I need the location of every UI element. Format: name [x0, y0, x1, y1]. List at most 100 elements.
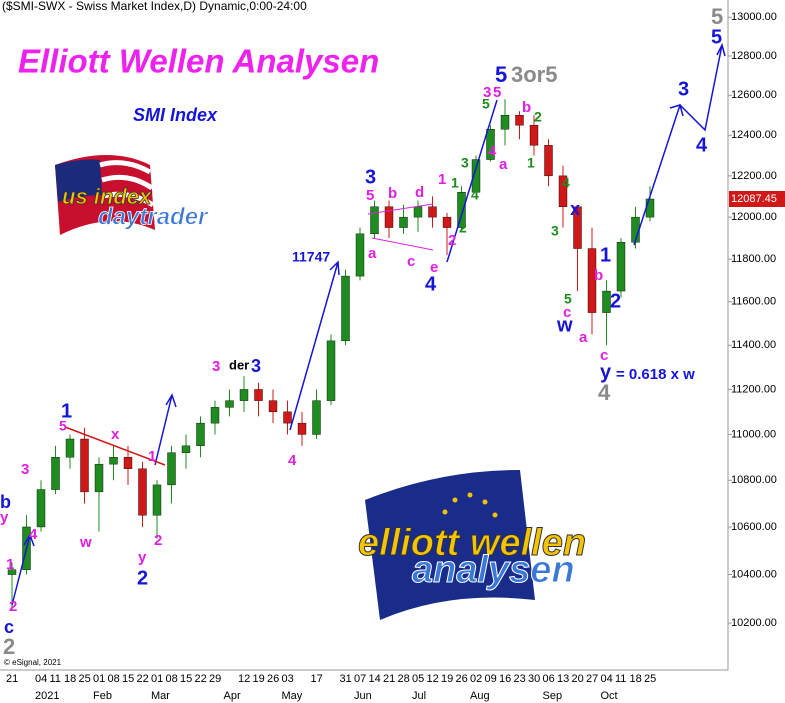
wave-label: 4	[425, 273, 437, 295]
wave-label: b	[522, 99, 531, 116]
x-tick-label: 04	[35, 673, 47, 685]
wave-label: 5	[564, 291, 572, 307]
logo-elliott-wellen: elliott wellen analysen	[358, 470, 587, 620]
chart-header: ($SMI-SWX - Swiss Market Index,D) Dynami…	[2, 0, 307, 13]
y-tick-label: 10800.00	[731, 474, 777, 486]
x-tick-label: 08	[166, 673, 178, 685]
candle-body	[36, 489, 46, 528]
x-tick-label: 13	[557, 673, 569, 685]
month-label: Jun	[354, 690, 372, 702]
wave-label: 4	[488, 143, 497, 160]
wave-label: = 0.618 x w	[616, 366, 695, 383]
wave-label: b	[594, 267, 603, 284]
x-tick-label: 19	[441, 673, 453, 685]
wave-label: 1	[600, 244, 611, 266]
candle-body	[529, 124, 539, 146]
y-tick-label: 12800.00	[731, 50, 777, 62]
x-tick-label: 17	[311, 673, 323, 685]
wave-label: y	[138, 549, 147, 566]
x-tick-label: 28	[398, 673, 410, 685]
wave-label: b	[388, 185, 397, 202]
wave-label: 1	[527, 155, 535, 171]
logo-us-index: us index daytrader	[55, 155, 209, 235]
candle-body	[370, 206, 379, 235]
candle-body	[500, 114, 510, 130]
wave-label: 5	[59, 418, 67, 434]
candle-body	[225, 400, 234, 408]
candle-body	[515, 114, 524, 126]
candle-body	[210, 407, 220, 424]
wave-label: e	[430, 259, 438, 276]
candle-body	[355, 233, 365, 277]
x-tick-label: 03	[282, 673, 294, 685]
x-tick-label: 07	[354, 673, 366, 685]
wave-label: 4	[471, 187, 479, 203]
wave-label: 4	[29, 526, 38, 543]
wave-label: 5	[711, 4, 723, 29]
x-tick-label: 04	[601, 673, 613, 685]
y-tick-label: 10200.00	[731, 617, 777, 629]
x-tick-label: 06	[543, 673, 555, 685]
y-tick-label: 11000.00	[731, 428, 776, 440]
wave-label: 3	[21, 461, 29, 478]
candle-body	[544, 145, 553, 177]
month-label: Mar	[151, 690, 170, 702]
wave-label: 2	[534, 109, 542, 125]
x-tick-label: 12	[427, 673, 439, 685]
candle-body	[602, 290, 611, 313]
candle-body	[312, 400, 321, 435]
y-tick-label: 11800.00	[731, 253, 776, 265]
x-tick-label: 01	[93, 673, 105, 685]
candle-body	[65, 438, 75, 458]
candle-body	[181, 445, 191, 453]
candle-body	[645, 198, 655, 218]
candle-body	[384, 206, 394, 228]
logo-text: us index	[62, 184, 152, 209]
logo-text: daytrader	[98, 203, 209, 230]
x-tick-label: 27	[586, 673, 598, 685]
wave-label: 2	[610, 290, 621, 312]
candle-body	[123, 457, 133, 469]
candle-body	[471, 159, 481, 193]
candle-body	[297, 422, 307, 435]
wave-label: x	[111, 426, 120, 443]
wave-label: a	[579, 329, 588, 346]
x-tick-label: 15	[122, 673, 134, 685]
candle-body	[254, 389, 263, 401]
candle-body	[587, 248, 597, 313]
wave-label: 3	[551, 223, 559, 239]
wave-label: c	[4, 617, 14, 637]
wave-label: 5	[482, 96, 490, 112]
y-tick-label: 10600.00	[731, 521, 777, 533]
last-price-label: 12087.45	[731, 193, 777, 205]
wave-label: c	[563, 304, 571, 321]
x-tick-label: 01	[151, 673, 163, 685]
y-tick-label: 11600.00	[731, 296, 776, 308]
month-label: Oct	[601, 690, 618, 702]
candle-body	[399, 216, 408, 228]
candle-body	[428, 206, 437, 218]
y-tick-label: 11200.00	[731, 383, 776, 395]
y-tick-label: 11400.00	[731, 339, 776, 351]
candle-body	[486, 129, 495, 160]
x-tick-label: 11	[615, 673, 626, 685]
wave-label: 5	[495, 62, 507, 87]
y-tick-label: 12200.00	[731, 170, 777, 182]
x-tick-label: 22	[137, 673, 149, 685]
wave-label: 2	[3, 634, 15, 659]
wave-label: d	[415, 184, 424, 201]
y-tick-label: 12400.00	[731, 129, 777, 141]
candle-body	[239, 389, 249, 401]
wave-label: 1	[6, 556, 14, 573]
wave-label: x	[570, 199, 580, 219]
candle-body	[109, 457, 118, 465]
candle-body	[51, 457, 60, 490]
candle-body	[341, 275, 350, 342]
x-tick-label: 11	[50, 673, 61, 685]
wave-label: 2	[137, 567, 148, 589]
x-tick-label: 18	[630, 673, 642, 685]
wave-label: 1	[438, 171, 446, 188]
wave-label: a	[368, 245, 377, 262]
